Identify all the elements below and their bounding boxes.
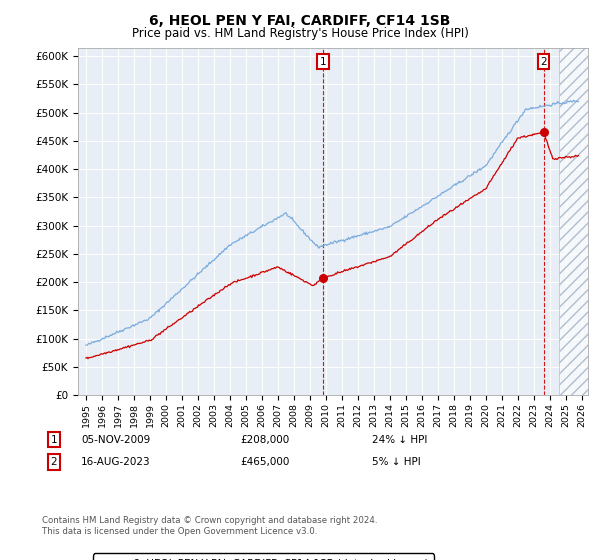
- Text: 1: 1: [50, 435, 58, 445]
- Text: 6, HEOL PEN Y FAI, CARDIFF, CF14 1SB: 6, HEOL PEN Y FAI, CARDIFF, CF14 1SB: [149, 14, 451, 28]
- Text: 2: 2: [50, 457, 58, 467]
- Text: Price paid vs. HM Land Registry's House Price Index (HPI): Price paid vs. HM Land Registry's House …: [131, 27, 469, 40]
- Text: 16-AUG-2023: 16-AUG-2023: [81, 457, 151, 467]
- Text: £208,000: £208,000: [240, 435, 289, 445]
- Text: 1: 1: [320, 57, 327, 67]
- Text: 2: 2: [540, 57, 547, 67]
- Text: £465,000: £465,000: [240, 457, 289, 467]
- Text: Contains HM Land Registry data © Crown copyright and database right 2024.
This d: Contains HM Land Registry data © Crown c…: [42, 516, 377, 536]
- Legend: 6, HEOL PEN Y FAI, CARDIFF, CF14 1SB (detached house), HPI: Average price, detac: 6, HEOL PEN Y FAI, CARDIFF, CF14 1SB (de…: [94, 553, 434, 560]
- Text: 24% ↓ HPI: 24% ↓ HPI: [372, 435, 427, 445]
- Text: 5% ↓ HPI: 5% ↓ HPI: [372, 457, 421, 467]
- Text: 05-NOV-2009: 05-NOV-2009: [81, 435, 150, 445]
